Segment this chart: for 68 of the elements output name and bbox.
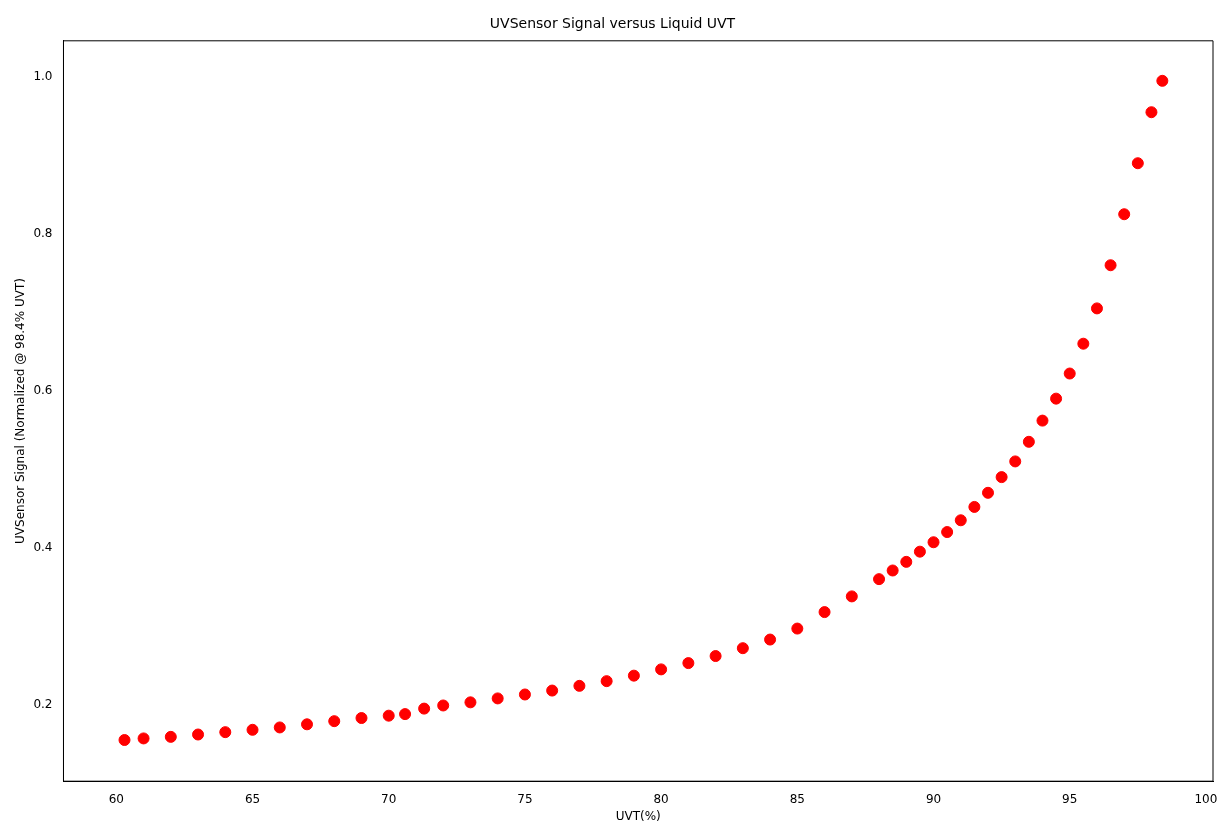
x-tick-label: 70 xyxy=(381,791,397,806)
point xyxy=(709,650,722,663)
point xyxy=(164,730,177,743)
point xyxy=(1118,208,1131,221)
point xyxy=(818,606,831,619)
point xyxy=(1077,337,1090,350)
point xyxy=(1131,157,1144,170)
point xyxy=(682,657,695,670)
point xyxy=(886,564,899,577)
point xyxy=(764,633,777,646)
point xyxy=(1063,367,1076,380)
point xyxy=(192,728,205,741)
point xyxy=(301,718,314,731)
point xyxy=(328,715,341,728)
y-tick-label: 0.6 xyxy=(33,382,53,397)
point xyxy=(1090,302,1103,315)
point xyxy=(1156,74,1169,87)
point xyxy=(382,709,395,722)
point xyxy=(954,514,967,527)
point xyxy=(791,622,804,635)
point xyxy=(273,721,286,734)
point xyxy=(995,471,1008,484)
point xyxy=(118,734,131,746)
point xyxy=(355,712,368,725)
point xyxy=(1050,392,1063,405)
point xyxy=(941,526,954,539)
point xyxy=(982,486,994,499)
y-tick-label: 0.8 xyxy=(33,225,53,240)
point xyxy=(464,696,477,709)
x-tick-label: 85 xyxy=(789,791,805,806)
x-tick-label: 90 xyxy=(925,791,942,806)
point xyxy=(219,726,232,739)
x-tick-label: 80 xyxy=(653,791,669,806)
point xyxy=(518,688,531,701)
point xyxy=(900,555,913,568)
point xyxy=(573,679,586,692)
point xyxy=(655,663,668,676)
x-tick-label: 95 xyxy=(1062,791,1078,806)
point xyxy=(546,684,559,697)
y-axis-title: UVSensor Signal (Normalized @ 98.4% UVT) xyxy=(13,278,28,544)
point xyxy=(627,669,640,682)
point xyxy=(418,702,431,715)
x-tick-label: 100 xyxy=(1194,791,1218,806)
y-tick-label: 1.0 xyxy=(33,69,53,84)
point xyxy=(845,590,858,603)
point xyxy=(1104,259,1117,272)
point xyxy=(968,500,981,513)
point xyxy=(137,732,150,745)
point xyxy=(927,536,940,549)
x-tick-label: 75 xyxy=(517,791,533,806)
point xyxy=(491,692,504,705)
point xyxy=(1145,106,1158,119)
point xyxy=(736,642,749,655)
point xyxy=(873,573,886,586)
y-tick-label: 0.2 xyxy=(33,696,53,711)
point xyxy=(913,545,926,558)
point xyxy=(1009,455,1022,468)
x-tick-label: 65 xyxy=(244,791,261,806)
point xyxy=(399,708,412,721)
point xyxy=(1036,414,1049,427)
chart-title: UVSensor Signal versus Liquid UVT xyxy=(489,15,736,32)
point xyxy=(246,723,259,736)
x-tick-label: 60 xyxy=(108,791,124,806)
point xyxy=(437,699,450,712)
point xyxy=(600,675,613,688)
x-axis-title: UVT(%) xyxy=(615,808,661,823)
point xyxy=(1022,435,1035,448)
y-tick-label: 0.4 xyxy=(33,539,53,554)
